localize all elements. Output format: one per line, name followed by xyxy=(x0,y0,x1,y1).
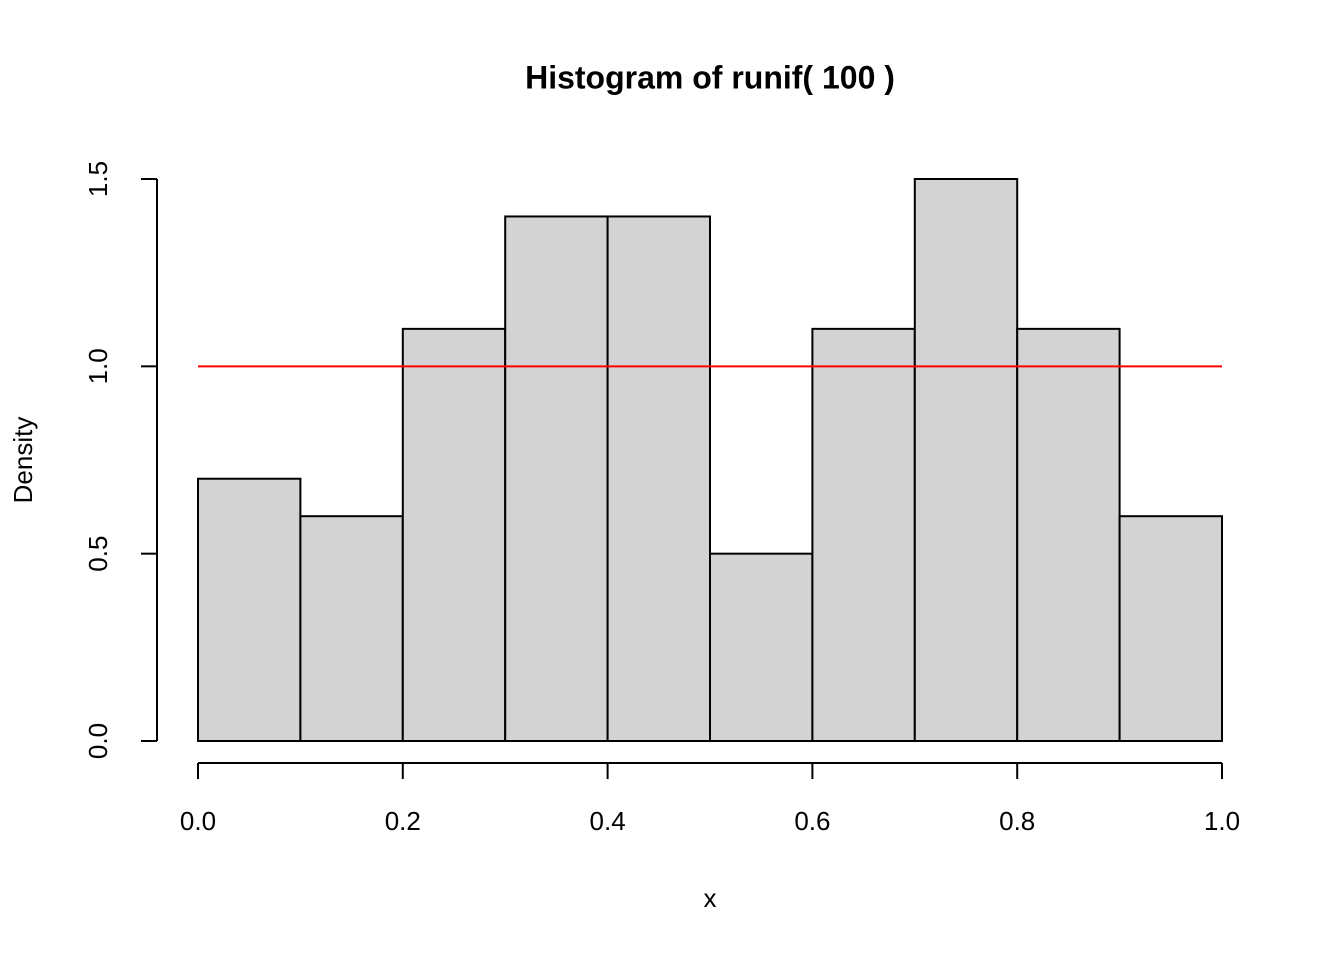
y-tick-label: 0.0 xyxy=(83,723,113,759)
y-tick-label: 1.5 xyxy=(83,161,113,197)
x-tick-label: 0.2 xyxy=(385,806,421,836)
bar xyxy=(811,327,916,742)
x-tick-label: 0.8 xyxy=(999,806,1035,836)
chart-title: Histogram of runif( 100 ) xyxy=(525,59,895,95)
bar xyxy=(913,178,1019,742)
bar xyxy=(1016,327,1121,742)
bar xyxy=(299,515,404,743)
bar xyxy=(504,215,609,742)
bar xyxy=(1118,515,1223,743)
x-tick-label: 0.6 xyxy=(794,806,830,836)
y-tick-label: 0.5 xyxy=(83,536,113,572)
bar xyxy=(709,552,814,743)
y-tick-label: 1.0 xyxy=(83,348,113,384)
bar xyxy=(401,327,507,742)
y-axis-label: Density xyxy=(8,417,38,504)
x-tick-label: 1.0 xyxy=(1204,806,1240,836)
bar xyxy=(197,477,302,742)
x-axis-label: x xyxy=(704,883,717,913)
bar xyxy=(606,215,711,742)
x-tick-label: 0.4 xyxy=(590,806,626,836)
x-tick-label: 0.0 xyxy=(180,806,216,836)
